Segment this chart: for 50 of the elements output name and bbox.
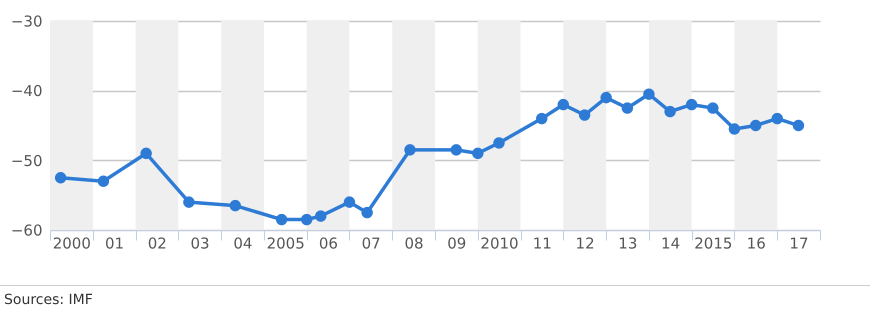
point (707, 102, 719, 114)
point (183, 196, 195, 208)
y-tick-label: −40 (10, 82, 42, 100)
point (54, 172, 66, 184)
x-tick-label: 09 (447, 234, 466, 252)
point (558, 98, 569, 110)
point (536, 112, 548, 124)
x-tick-label: 03 (190, 234, 210, 252)
point (276, 214, 288, 226)
x-tick-label: 12 (576, 234, 595, 252)
x-tick-label: 16 (746, 234, 766, 252)
x-tick-label: 2005 (266, 234, 305, 252)
point (472, 148, 484, 160)
point (98, 176, 110, 187)
point (622, 102, 634, 114)
point (664, 106, 676, 118)
y-tick-label: −60 (10, 222, 42, 240)
point (140, 148, 152, 160)
y-tick-label: −30 (10, 12, 42, 30)
point (230, 200, 241, 212)
point (315, 210, 326, 222)
x-tick-label: 2010 (480, 234, 519, 252)
point (344, 196, 356, 208)
x-tick-label: 13 (618, 234, 638, 252)
point (578, 109, 590, 121)
x-tick-label: 11 (532, 234, 552, 252)
point (450, 144, 462, 156)
y-tick-label: −50 (10, 152, 42, 170)
x-tick-label: 14 (661, 234, 680, 252)
point (493, 137, 505, 149)
x-tick-label: 06 (318, 234, 338, 252)
x-tick-label: 01 (105, 234, 124, 252)
x-tick-label: 2015 (694, 234, 732, 252)
x-tick-label: 07 (362, 234, 381, 252)
point (728, 123, 740, 135)
x-tick-label: 08 (404, 234, 424, 252)
x-tick-label: 17 (789, 234, 808, 252)
x-tick-label: 2000 (52, 234, 91, 252)
x-tick-label: 02 (148, 234, 167, 252)
point (301, 214, 312, 226)
source-note: Sources: IMF (4, 292, 93, 308)
point (772, 112, 783, 124)
point (404, 144, 416, 156)
point (750, 120, 762, 132)
point (643, 88, 655, 100)
x-tick-label: 04 (233, 234, 252, 252)
point (361, 206, 373, 218)
point (792, 120, 804, 132)
point (600, 92, 612, 104)
point (686, 98, 698, 110)
